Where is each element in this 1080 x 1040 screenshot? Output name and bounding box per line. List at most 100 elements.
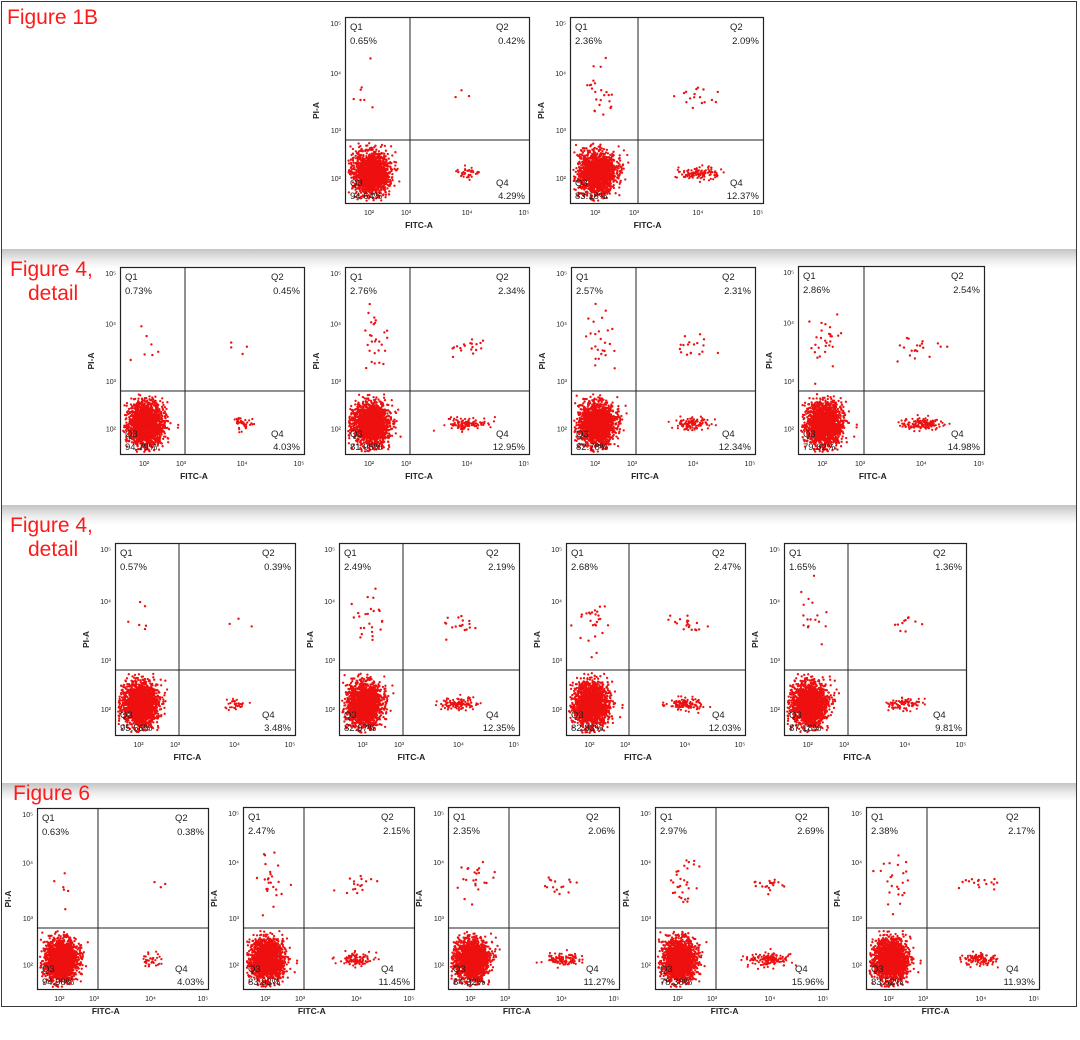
x-axis-label: FITC-A	[180, 471, 208, 481]
x-tick-label: 10³	[401, 210, 412, 217]
quadrant-value-q3: 84.32%	[453, 977, 486, 988]
quadrant-value-q2: 2.17%	[1008, 826, 1035, 837]
y-tick-label: 10³	[331, 128, 342, 135]
quadrant-label-q3: Q3	[453, 964, 466, 975]
x-tick-label: 10⁴	[975, 996, 986, 1003]
quadrant-value-q1: 2.35%	[453, 826, 480, 837]
x-tick-label: 10²	[357, 742, 368, 749]
x-axis-label: FITC-A	[634, 220, 662, 230]
quadrant-label-q2: Q2	[496, 272, 509, 283]
x-tick-label: 10²	[817, 461, 828, 468]
x-axis-label: FITC-A	[397, 752, 425, 762]
quadrant-value-q1: 2.68%	[571, 562, 598, 573]
x-tick-label: 10⁴	[679, 742, 690, 749]
x-tick-label: 10²	[54, 996, 65, 1003]
y-tick-label: 10³	[101, 658, 112, 665]
quadrant-label-q1: Q1	[350, 272, 363, 283]
quadrant-value-q3: 82.97%	[344, 723, 377, 734]
y-tick-label: 10⁴	[556, 321, 567, 328]
y-tick-label: 10³	[23, 916, 34, 923]
quadrant-value-q4: 12.03%	[709, 723, 742, 734]
y-tick-label: 10²	[325, 707, 336, 714]
y-tick-label: 10⁴	[228, 860, 239, 867]
quadrant-value-q3: 81.95%	[350, 442, 383, 453]
y-tick-label: 10²	[552, 707, 563, 714]
x-tick-label: 10³	[394, 742, 405, 749]
quadrant-value-q4: 15.96%	[792, 977, 825, 988]
quadrant-value-q3: 83.18%	[575, 191, 608, 202]
quadrant-value-q4: 4.03%	[177, 977, 204, 988]
quadrant-label-q3: Q3	[125, 429, 138, 440]
y-tick-label: 10²	[770, 707, 781, 714]
x-tick-label: 10²	[139, 461, 150, 468]
quadrant-label-q3: Q3	[350, 429, 363, 440]
y-axis-label: PI-A	[81, 631, 91, 648]
y-tick-label: 10⁴	[433, 860, 444, 867]
y-tick-label: 10²	[434, 962, 445, 969]
x-tick-label: 10⁴	[556, 996, 567, 1003]
quadrant-value-q3: 83.93%	[248, 977, 281, 988]
quadrant-label-q3: Q3	[575, 178, 588, 189]
quadrant-label-q2: Q2	[730, 22, 743, 33]
quadrant-value-q1: 2.49%	[344, 562, 371, 573]
y-tick-label: 10⁴	[330, 71, 341, 78]
y-tick-label: 10²	[331, 176, 342, 183]
x-tick-label: 10⁵	[285, 742, 296, 749]
y-axis-label: PI-A	[209, 890, 219, 907]
y-tick-label: 10³	[556, 128, 567, 135]
x-tick-label: 10⁴	[688, 461, 699, 468]
x-tick-label: 10²	[260, 996, 271, 1003]
quadrant-label-q1: Q1	[576, 272, 589, 283]
quadrant-value-q3: 87.18%	[789, 723, 822, 734]
quadrant-value-q3: 82.83%	[571, 723, 604, 734]
quadrant-label-q1: Q1	[248, 812, 261, 823]
quadrant-value-q2: 2.69%	[797, 826, 824, 837]
x-axis-label: FITC-A	[922, 1006, 950, 1016]
y-axis-label: PI-A	[832, 890, 842, 907]
y-tick-label: 10⁵	[551, 547, 562, 554]
x-tick-label: 10³	[500, 996, 511, 1003]
y-tick-label: 10⁵	[105, 271, 116, 278]
quadrant-label-q1: Q1	[571, 548, 584, 559]
x-tick-label: 10⁴	[145, 996, 156, 1003]
y-tick-label: 10²	[101, 707, 112, 714]
x-tick-label: 10⁴	[764, 996, 775, 1003]
x-tick-label: 10²	[884, 996, 895, 1003]
y-axis-label: PI-A	[86, 353, 96, 370]
y-tick-label: 10⁵	[555, 21, 566, 28]
quadrant-label-q1: Q1	[350, 22, 363, 33]
quadrant-label-q1: Q1	[42, 813, 55, 824]
x-axis-label: FITC-A	[631, 471, 659, 481]
x-tick-label: 10²	[364, 210, 375, 217]
x-tick-label: 10⁵	[294, 461, 305, 468]
quadrant-label-q4: Q4	[951, 429, 964, 440]
x-tick-label: 10³	[401, 461, 412, 468]
quadrant-label-q2: Q2	[712, 548, 725, 559]
y-tick-label: 10²	[784, 427, 795, 434]
quadrant-value-q2: 2.19%	[488, 562, 515, 573]
quadrant-value-q1: 2.38%	[871, 826, 898, 837]
y-axis-label: PI-A	[414, 890, 424, 907]
quadrant-value-q1: 0.63%	[42, 827, 69, 838]
quadrant-label-q4: Q4	[486, 710, 499, 721]
quadrant-value-q1: 0.73%	[125, 286, 152, 297]
x-tick-label: 10⁵	[509, 742, 520, 749]
x-tick-label: 10⁴	[229, 742, 240, 749]
quadrant-label-q2: Q2	[175, 813, 188, 824]
x-tick-label: 10⁴	[916, 461, 927, 468]
quadrant-label-q4: Q4	[262, 710, 275, 721]
x-tick-label: 10³	[629, 210, 640, 217]
x-tick-label: 10²	[590, 210, 601, 217]
quadrant-value-q3: 94.98%	[42, 977, 75, 988]
quadrant-label-q3: Q3	[344, 710, 357, 721]
quadrant-value-q4: 12.35%	[483, 723, 516, 734]
y-tick-label: 10³	[557, 379, 568, 386]
y-tick-label: 10⁵	[330, 21, 341, 28]
y-tick-label: 10³	[641, 916, 652, 923]
x-axis-label: FITC-A	[503, 1006, 531, 1016]
